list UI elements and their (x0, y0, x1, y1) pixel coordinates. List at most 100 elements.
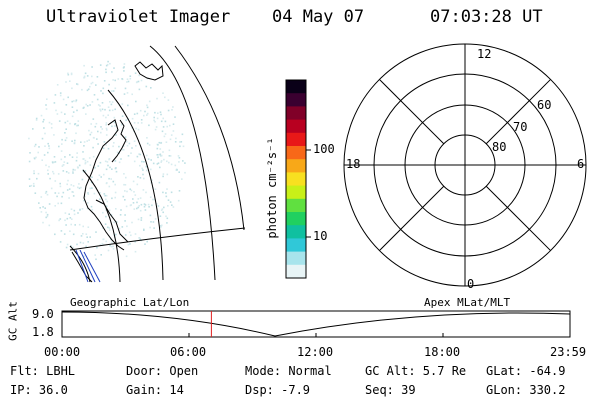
uv-emission-speck (67, 179, 69, 182)
uv-emission-speck (89, 104, 91, 106)
uv-emission-speck (162, 126, 165, 128)
uv-emission-speck (156, 97, 158, 100)
uv-emission-speck (92, 155, 95, 158)
uv-emission-speck (106, 182, 108, 184)
uv-emission-speck (136, 112, 139, 115)
uv-emission-speck (131, 93, 133, 96)
colorbar-segment (286, 93, 306, 107)
uv-emission-speck (45, 211, 47, 214)
uv-emission-speck (155, 203, 158, 205)
uv-emission-speck (134, 72, 137, 74)
uv-emission-speck (33, 170, 35, 172)
uv-emission-speck (91, 66, 93, 68)
uv-emission-speck (69, 122, 71, 125)
uv-emission-speck (159, 153, 162, 156)
uv-emission-speck (65, 104, 68, 106)
uv-emission-speck (159, 148, 162, 150)
status-filter: Flt: LBHL (10, 364, 76, 378)
uv-emission-speck (46, 193, 49, 196)
uv-emission-speck (57, 173, 60, 175)
uv-emission-speck (148, 144, 151, 146)
uv-emission-speck (92, 146, 94, 149)
uv-emission-speck (154, 188, 157, 190)
uv-emission-speck (139, 109, 142, 112)
uv-emission-speck (172, 106, 174, 108)
colorbar-segment (286, 159, 306, 173)
uv-emission-speck (112, 90, 115, 92)
uv-emission-speck (102, 227, 104, 229)
uv-emission-speck (99, 161, 102, 164)
uv-emission-speck (170, 134, 173, 136)
status-glat: GLat: -64.9 (486, 364, 566, 378)
uv-emission-speck (88, 129, 90, 132)
uv-emission-speck (156, 163, 159, 165)
uv-emission-speck (115, 170, 118, 173)
uv-emission-speck (33, 185, 35, 187)
uv-emission-speck (154, 128, 157, 131)
uv-emission-speck (169, 138, 172, 141)
uv-emission-speck (75, 159, 78, 162)
uv-emission-speck (146, 104, 148, 107)
uv-emission-speck (162, 191, 164, 194)
uv-emission-speck (47, 151, 49, 154)
uv-emission-speck (102, 114, 105, 117)
uv-emission-speck (72, 111, 75, 113)
uv-emission-speck (161, 208, 164, 210)
uv-emission-speck (140, 119, 143, 121)
geo-latitude-line (69, 227, 246, 251)
uv-emission-speck (151, 204, 153, 207)
uv-emission-speck (121, 103, 124, 105)
geographic-caption: Geographic Lat/Lon (70, 296, 190, 309)
uv-emission-speck (142, 173, 144, 176)
uv-emission-speck (160, 161, 162, 163)
uv-emission-speck (95, 84, 97, 86)
uv-emission-speck (102, 147, 105, 150)
geo-grid-arc (107, 89, 164, 281)
uv-emission-speck (102, 87, 105, 90)
uv-emission-speck (64, 156, 66, 158)
uv-emission-speck (88, 139, 90, 141)
uv-emission-speck (59, 182, 61, 185)
uv-emission-speck (143, 177, 145, 180)
uv-emission-speck (54, 233, 56, 236)
uv-emission-speck (158, 154, 160, 156)
uv-emission-speck (45, 216, 47, 219)
uv-emission-speck (104, 108, 106, 111)
colorbar-segment (286, 146, 306, 160)
uv-emission-speck (118, 145, 120, 148)
uv-emission-speck (152, 198, 154, 201)
uv-emission-speck (64, 212, 67, 214)
uv-emission-speck (114, 108, 116, 111)
uv-emission-speck (78, 187, 81, 190)
uv-emission-speck (133, 122, 136, 124)
uv-emission-speck (82, 242, 85, 244)
uv-emission-speck (110, 245, 113, 248)
uv-emission-speck (33, 172, 35, 175)
uv-emission-speck (46, 98, 48, 100)
uv-emission-speck (159, 166, 161, 169)
uv-emission-speck (136, 207, 138, 210)
uv-emission-speck (163, 135, 166, 138)
uv-emission-speck (169, 201, 172, 203)
uv-emission-speck (83, 76, 85, 79)
uv-emission-speck (138, 153, 140, 155)
uv-emission-speck (158, 141, 161, 144)
uv-emission-speck (105, 122, 108, 124)
uv-emission-speck (143, 205, 146, 208)
uv-emission-speck (107, 106, 110, 108)
uv-emission-speck (102, 211, 104, 214)
uv-emission-speck (135, 145, 137, 147)
uv-emission-speck (179, 145, 181, 148)
uv-emission-speck (76, 156, 78, 159)
uv-emission-speck (68, 213, 70, 215)
uv-emission-speck (99, 108, 101, 111)
uv-emission-speck (123, 93, 126, 95)
uv-emission-speck (57, 192, 60, 194)
colorbar-segment (286, 132, 306, 147)
uv-emission-speck (28, 178, 31, 180)
uv-emission-speck (89, 164, 92, 166)
colorbar-label-100: 100 (313, 142, 335, 156)
uv-emission-speck (134, 194, 137, 196)
uv-emission-speck (64, 139, 67, 142)
uv-emission-speck (118, 161, 121, 164)
